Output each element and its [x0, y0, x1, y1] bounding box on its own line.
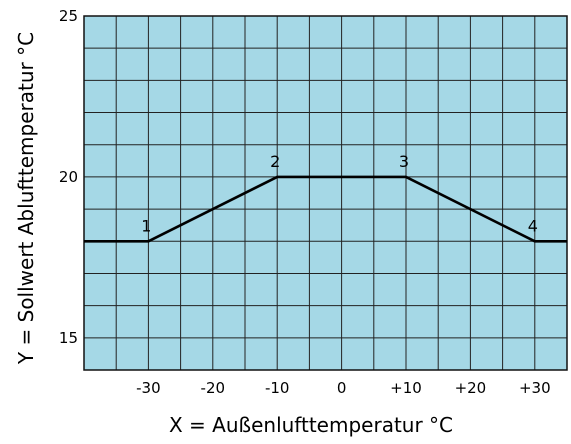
x-tick-label: +20	[455, 379, 487, 397]
horizontal-gridlines	[84, 47, 567, 339]
point-label-2: 2	[270, 152, 280, 171]
point-label-4: 4	[528, 216, 538, 235]
point-labels: 1 2 3 4	[141, 152, 538, 235]
y-tick-label: 20	[59, 168, 78, 186]
x-tick-labels: -30 -20 -10 0 +10 +20 +30	[136, 379, 550, 397]
x-tick-label: +10	[390, 379, 422, 397]
x-tick-label: +30	[519, 379, 551, 397]
x-tick-label: -20	[201, 379, 226, 397]
y-tick-labels: 15 20 25	[59, 7, 78, 347]
x-axis-title: X = Außenlufttemperatur °C	[169, 413, 453, 437]
point-label-1: 1	[141, 216, 151, 235]
x-tick-label: 0	[337, 379, 347, 397]
point-label-3: 3	[399, 152, 409, 171]
plot-frame	[83, 15, 568, 371]
series-line	[84, 175, 567, 243]
x-tick-label: -10	[265, 379, 290, 397]
y-tick-label: 25	[59, 7, 78, 25]
plot-area	[84, 16, 567, 370]
x-tick-label: -30	[136, 379, 161, 397]
y-tick-label: 15	[59, 329, 78, 347]
y-axis-title: Y = Sollwert Ablufttemperatur °C	[14, 32, 38, 365]
series-layer	[84, 175, 567, 243]
